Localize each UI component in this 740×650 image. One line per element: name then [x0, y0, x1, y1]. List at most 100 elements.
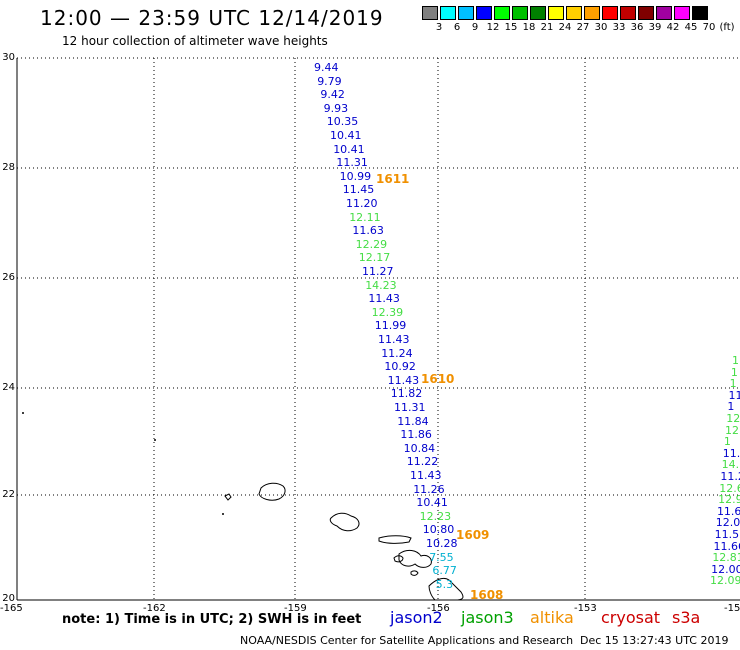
- scale-label: 18: [522, 22, 536, 33]
- scale-label: 36: [630, 22, 644, 33]
- scale-label: 27: [576, 22, 590, 33]
- wave-height-label: 11.: [722, 446, 740, 460]
- wave-height-label: 11.63: [352, 224, 384, 238]
- scale-swatch: [440, 6, 456, 20]
- scale-label: 30: [594, 22, 608, 33]
- scale-label: (ft): [719, 22, 735, 33]
- wave-height-label: 11.26: [413, 482, 445, 496]
- wave-height-label: 11: [728, 388, 740, 402]
- wave-height-label: 10.35: [326, 115, 359, 129]
- map-plot-area: [16, 57, 740, 601]
- wave-height-label: 14.23: [365, 278, 397, 292]
- x-tick-label: -159: [284, 603, 307, 614]
- wave-height-label: 11.27: [362, 265, 394, 278]
- wave-height-label: 12.00: [711, 562, 740, 576]
- wave-height-label: 14.: [721, 458, 740, 472]
- scale-swatch: [530, 6, 546, 20]
- satellite-legend-jason2: jason2: [390, 608, 443, 627]
- wave-height-label: 1: [723, 435, 731, 449]
- wave-height-label: 11.43: [410, 469, 442, 482]
- wave-height-label: 1: [732, 354, 739, 367]
- wave-height-label: 9.79: [317, 74, 342, 88]
- scale-label: 45: [684, 22, 698, 33]
- scale-swatch: [674, 6, 690, 20]
- wave-height-label: 7.55: [429, 550, 454, 564]
- y-tick-label: 24: [2, 382, 15, 393]
- wave-height-label: 9.93: [323, 101, 349, 115]
- wave-height-label: 11.31: [336, 156, 368, 170]
- wave-height-label: 10.28: [426, 537, 458, 550]
- scale-swatch: [458, 6, 474, 20]
- scale-swatch: [422, 6, 438, 20]
- wave-height-label: 10.80: [422, 523, 455, 537]
- scale-swatch: [512, 6, 528, 20]
- x-tick-label: -162: [143, 603, 166, 614]
- scale-label: 21: [540, 22, 554, 33]
- wave-height-label: 11.66: [713, 539, 740, 553]
- wave-height-label: 10.99: [339, 169, 372, 183]
- scale-swatch: [566, 6, 582, 20]
- map-title: 12:00 — 23:59 UTC 12/14/2019: [40, 6, 384, 30]
- island-hawaii: [428, 577, 464, 601]
- island-kahoolawe: [410, 570, 419, 576]
- scale-label: 3: [435, 22, 443, 33]
- hawaiian-islands: [224, 482, 464, 601]
- x-tick-label: -156: [427, 603, 450, 614]
- wave-height-label: 12.17: [358, 251, 391, 265]
- scale-swatch: [692, 6, 708, 20]
- wave-height-label: 6.77: [432, 564, 457, 578]
- wave-height-label: 10.92: [384, 360, 416, 374]
- satellite-legend-s3a: s3a: [672, 608, 701, 627]
- wave-height-label: 5.3: [435, 577, 454, 591]
- wave-height-label: 12.0: [715, 516, 740, 530]
- pass-label: 1610: [421, 372, 455, 386]
- wave-height-label: 11.22: [406, 455, 439, 469]
- wave-height-label: 12.11: [349, 210, 381, 224]
- pass-label: 1611: [376, 172, 410, 186]
- scale-label: 42: [666, 22, 680, 33]
- x-tick-label: -165: [0, 603, 23, 614]
- satellite-legend-jason3: jason3: [461, 608, 514, 627]
- wave-height-label: 12.6: [719, 481, 740, 495]
- x-tick-label: -153: [574, 603, 597, 614]
- wave-height-label: 12.09: [710, 574, 740, 588]
- scale-label: 33: [612, 22, 626, 33]
- island-kauai: [258, 482, 286, 501]
- wave-height-label: 9.42: [320, 88, 345, 102]
- scale-swatch: [548, 6, 564, 20]
- scale-label: 6: [453, 22, 461, 33]
- scale-label: 15: [504, 22, 518, 33]
- scale-swatch: [584, 6, 600, 20]
- satellite-legend-cryosat: cryosat: [601, 608, 661, 627]
- island-dot: [22, 412, 24, 414]
- wave-height-label: 11.24: [381, 346, 413, 360]
- wave-height-label: 1: [730, 365, 738, 379]
- scale-label: 70: [702, 22, 716, 33]
- wave-height-label: 11.43: [368, 292, 400, 306]
- y-tick-label: 20: [2, 593, 15, 604]
- wave-height-label: 11.43: [378, 333, 410, 346]
- scale-label: 12: [486, 22, 500, 33]
- wave-height-label: 11.86: [400, 428, 432, 442]
- map-grid-svg: [16, 57, 740, 601]
- wave-height-label: 12.29: [355, 237, 388, 251]
- wave-height-label: 10.41: [330, 129, 362, 142]
- satellite-legend-altika: altika: [530, 608, 574, 627]
- map-subtitle: 12 hour collection of altimeter wave hei…: [62, 34, 328, 48]
- x-tick-label: -150: [724, 603, 740, 614]
- grid-lines: [17, 57, 740, 600]
- wave-height-label: 12.9: [718, 493, 740, 507]
- y-tick-label: 28: [2, 162, 15, 173]
- wave-height-label: 11.20: [346, 197, 378, 210]
- scale-swatch: [494, 6, 510, 20]
- pass-label: 1608: [470, 588, 504, 602]
- island-dot: [222, 513, 224, 515]
- wave-height-label: 10.84: [403, 441, 436, 455]
- scale-label: 9: [471, 22, 479, 33]
- wave-height-label: 12: [726, 412, 740, 425]
- credit-text: NOAA/NESDIS Center for Satellite Applica…: [240, 634, 574, 647]
- wave-height-label: 10.41: [333, 142, 365, 156]
- wave-height-label: 11.55: [714, 528, 740, 541]
- wave-height-label: 12.23: [419, 509, 452, 523]
- island-niihau: [224, 493, 232, 501]
